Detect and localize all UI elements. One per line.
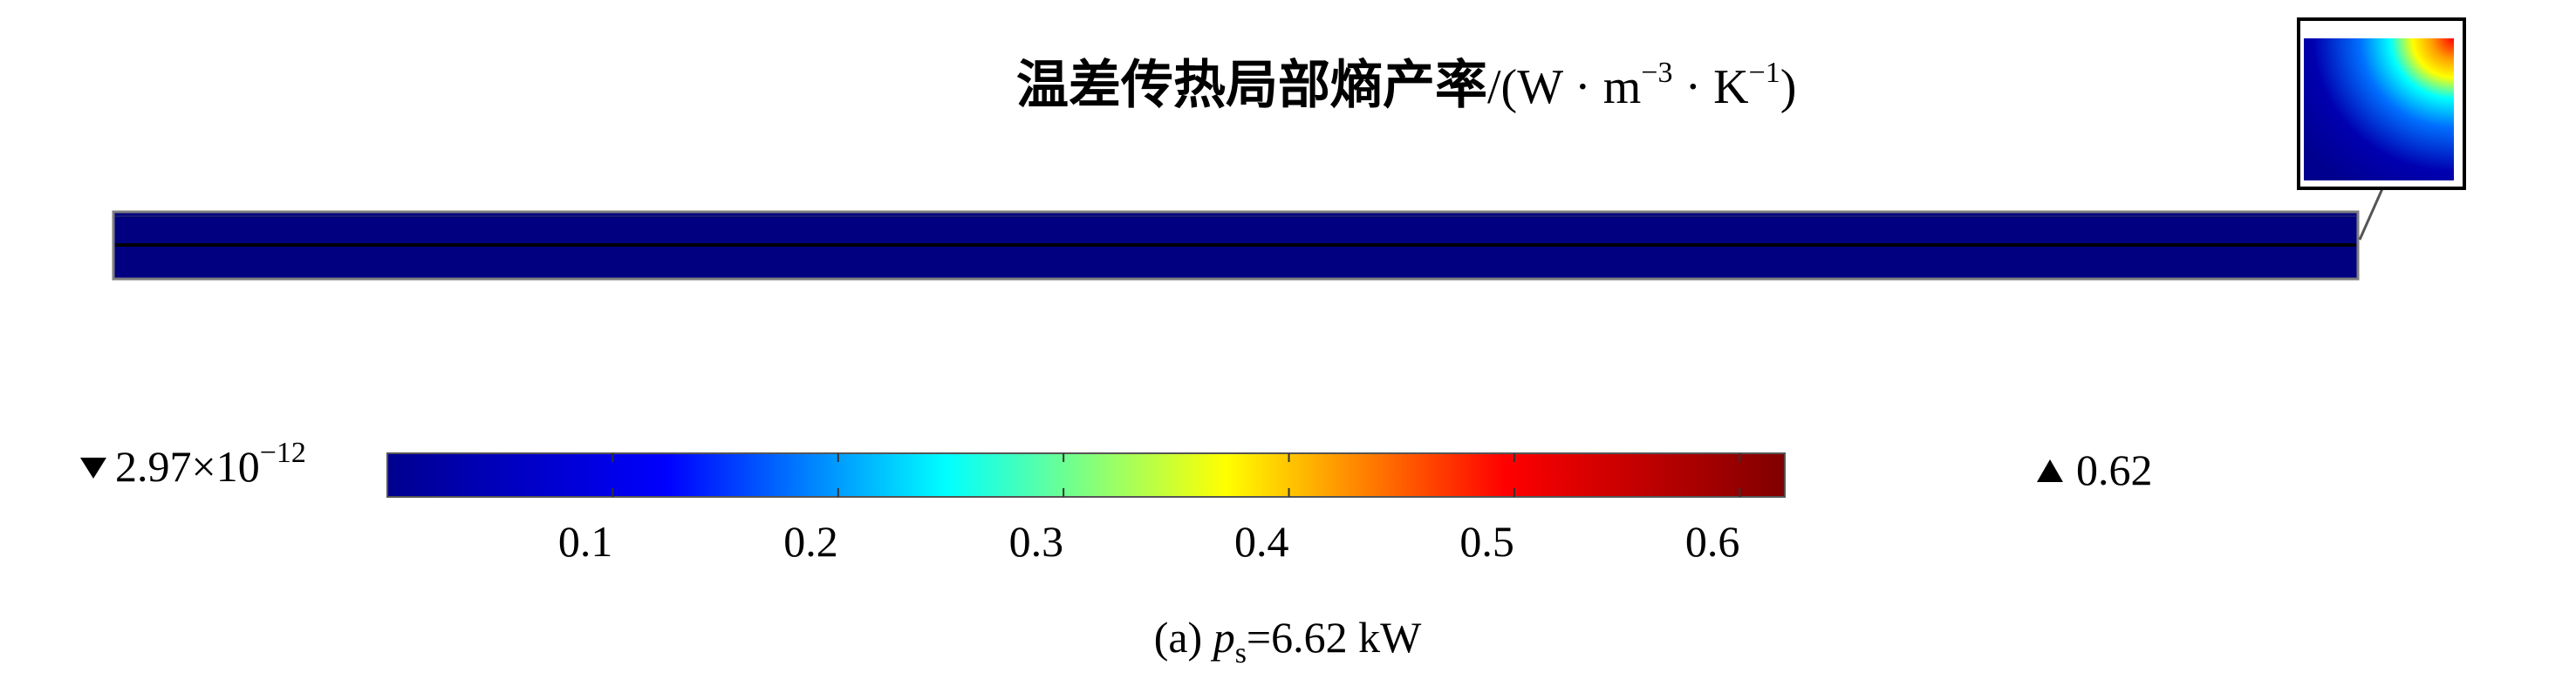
range-min: 2.97×10−12 — [80, 437, 306, 491]
max-triangle-icon — [2037, 459, 2063, 482]
range-min-exponent: −12 — [260, 437, 306, 469]
colorbar-ticks: 0.1 0.2 0.3 0.4 0.5 0.6 — [558, 453, 1741, 566]
range-max: 0.62 — [2037, 445, 2153, 494]
colorbar: 0.1 0.2 0.3 0.4 0.5 0.6 — [386, 452, 1786, 566]
zoom-inset — [2297, 17, 2466, 190]
colorbar-tick-label: 0.6 — [1685, 517, 1740, 566]
colorbar-tick-label: 0.3 — [1009, 517, 1064, 566]
title-unit-open: /(W · m — [1487, 60, 1641, 114]
colorbar-tick-label: 0.5 — [1459, 517, 1514, 566]
range-max-label: 0.62 — [2076, 445, 2153, 494]
chart-title-main: 温差传热局部熵产率 — [1016, 57, 1487, 114]
caption-sub: s — [1235, 637, 1247, 669]
title-unit-exp1: −3 — [1641, 57, 1672, 89]
chart-title-unit: /(W · m−3 · K−1) — [1487, 57, 1796, 114]
zoom-leader-line — [2358, 184, 2386, 241]
colorbar-tick-label: 0.1 — [558, 517, 613, 566]
colorbar-gradient — [386, 452, 1786, 498]
zoom-inset-field — [2304, 38, 2454, 180]
range-min-mantissa: 2.97×10 — [115, 442, 260, 491]
title-unit-close: ) — [1780, 60, 1797, 114]
caption-prefix: (a) — [1154, 613, 1213, 662]
caption-var: p — [1211, 613, 1235, 662]
field-strip — [112, 210, 2360, 281]
range-min-label: 2.97×10−12 — [115, 437, 306, 491]
title-unit-mid: · K — [1672, 60, 1748, 114]
caption-suffix: =6.62 kW — [1247, 613, 1422, 662]
title-unit-exp2: −1 — [1749, 57, 1780, 89]
min-triangle-icon — [80, 458, 106, 479]
colorbar-tick-label: 0.4 — [1234, 517, 1289, 566]
figure-caption: (a) ps=6.62 kW — [1154, 613, 1422, 669]
colorbar-tick-label: 0.2 — [783, 517, 838, 566]
chart-title: 温差传热局部熵产率 — [1016, 57, 1487, 114]
